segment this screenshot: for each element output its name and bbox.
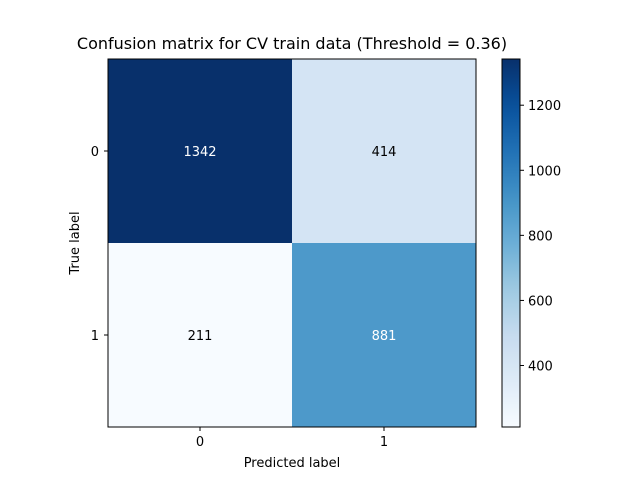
y-axis-label: True label xyxy=(68,211,83,275)
chart-title: Confusion matrix for CV train data (Thre… xyxy=(77,34,507,53)
cell-value-labels: 1342 414 211 881 xyxy=(183,145,396,344)
cell-value-0-0: 1342 xyxy=(183,145,216,160)
colorbar-tick-label-400: 400 xyxy=(528,360,553,375)
colorbar-tick-label-800: 800 xyxy=(528,229,553,244)
x-tick-label-0: 0 xyxy=(196,435,204,450)
colorbar xyxy=(501,58,521,428)
heatmap-cell-0-1 xyxy=(292,59,477,244)
colorbar-tick-label-600: 600 xyxy=(528,294,553,309)
plot-frame xyxy=(107,58,477,428)
cell-value-1-0: 211 xyxy=(188,329,213,344)
colorbar-ticks: 400 600 800 1000 1200 xyxy=(520,99,561,375)
colorbar-tick-label-1000: 1000 xyxy=(528,164,561,179)
heatmap-cell-0-0 xyxy=(108,59,293,244)
cell-value-1-1: 881 xyxy=(372,329,397,344)
x-tick-label-1: 1 xyxy=(380,435,388,450)
heatmap-cells xyxy=(108,59,477,428)
y-tick-label-0: 0 xyxy=(91,145,99,160)
colorbar-tick-label-1200: 1200 xyxy=(528,99,561,114)
heatmap-cell-1-0 xyxy=(108,243,293,428)
heatmap-cell-1-1 xyxy=(292,243,477,428)
cell-value-0-1: 414 xyxy=(372,145,397,160)
y-axis-ticks: 01 xyxy=(91,145,108,344)
x-axis-label: Predicted label xyxy=(244,456,341,471)
y-tick-label-1: 1 xyxy=(91,329,99,344)
